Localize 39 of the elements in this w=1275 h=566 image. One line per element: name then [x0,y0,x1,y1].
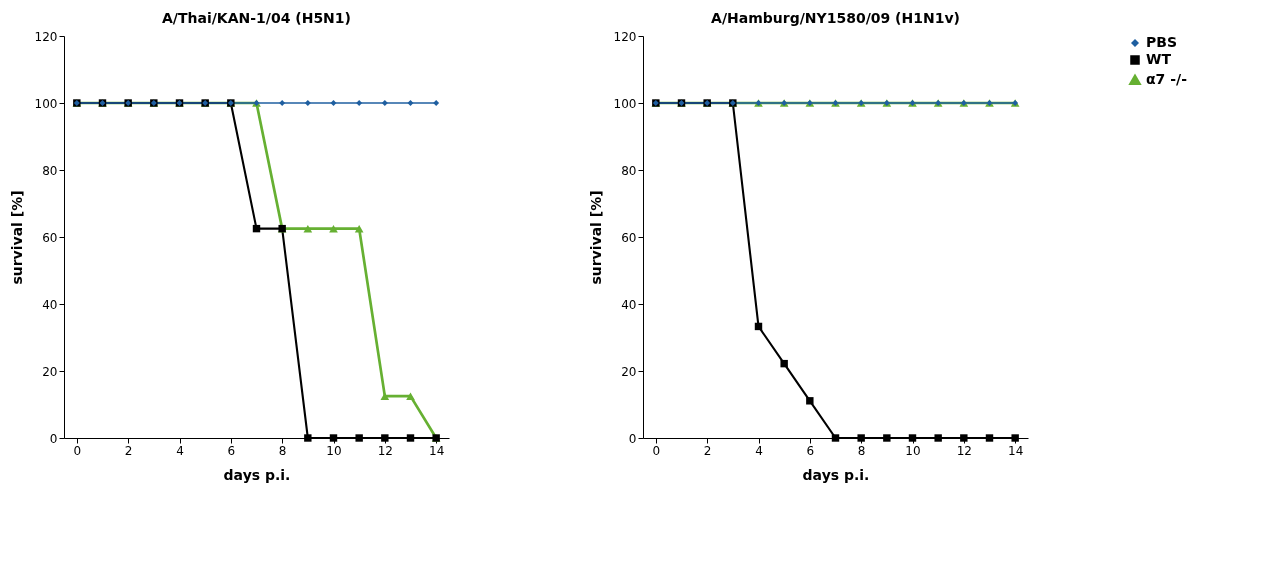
y-tick-label: 80 [42,163,58,178]
y-tick-label: 0 [628,431,637,446]
x-axis-title: days p.i. [223,466,291,483]
x-tick-label: 6 [806,443,815,458]
y-tick-label: 80 [621,163,637,178]
x-axis-title: days p.i. [802,466,870,483]
x-tick-label: 8 [857,443,866,458]
x-tick-label: 12 [956,443,972,458]
y-tick-label: 100 [34,96,58,111]
y-tick-label: 60 [42,230,58,245]
y-tick-label: 20 [621,364,637,379]
y-tick-label: 120 [613,29,637,44]
x-tick-label: 4 [176,443,184,458]
y-tick-label: 100 [613,96,637,111]
x-tick-label: 4 [755,443,763,458]
x-tick-label: 2 [124,443,133,458]
y-tick-label: 40 [42,297,58,312]
legend-label: WT [1146,51,1172,67]
x-tick-label: 8 [278,443,287,458]
y-tick-label: 60 [621,230,637,245]
y-axis-title: survival [%] [587,190,604,285]
x-tick-label: 14 [429,443,445,458]
y-tick-label: 0 [49,431,58,446]
x-tick-label: 2 [703,443,712,458]
y-tick-label: 120 [34,29,58,44]
x-tick-label: 6 [227,443,236,458]
chart-title: A/Thai/KAN-1/04 (H5N1) [162,10,351,26]
chart-title: A/Hamburg/NY1580/09 (H1N1v) [711,10,960,26]
y-axis-title: survival [%] [8,190,25,285]
y-tick-label: 20 [42,364,58,379]
y-tick-label: 40 [621,297,637,312]
x-tick-label: 0 [652,443,661,458]
x-tick-label: 12 [377,443,393,458]
x-tick-label: 10 [905,443,921,458]
legend-label: PBS [1146,34,1178,50]
legend-label: α7 -/- [1146,71,1188,87]
x-tick-label: 0 [73,443,82,458]
x-tick-label: 14 [1008,443,1024,458]
x-tick-label: 10 [326,443,342,458]
